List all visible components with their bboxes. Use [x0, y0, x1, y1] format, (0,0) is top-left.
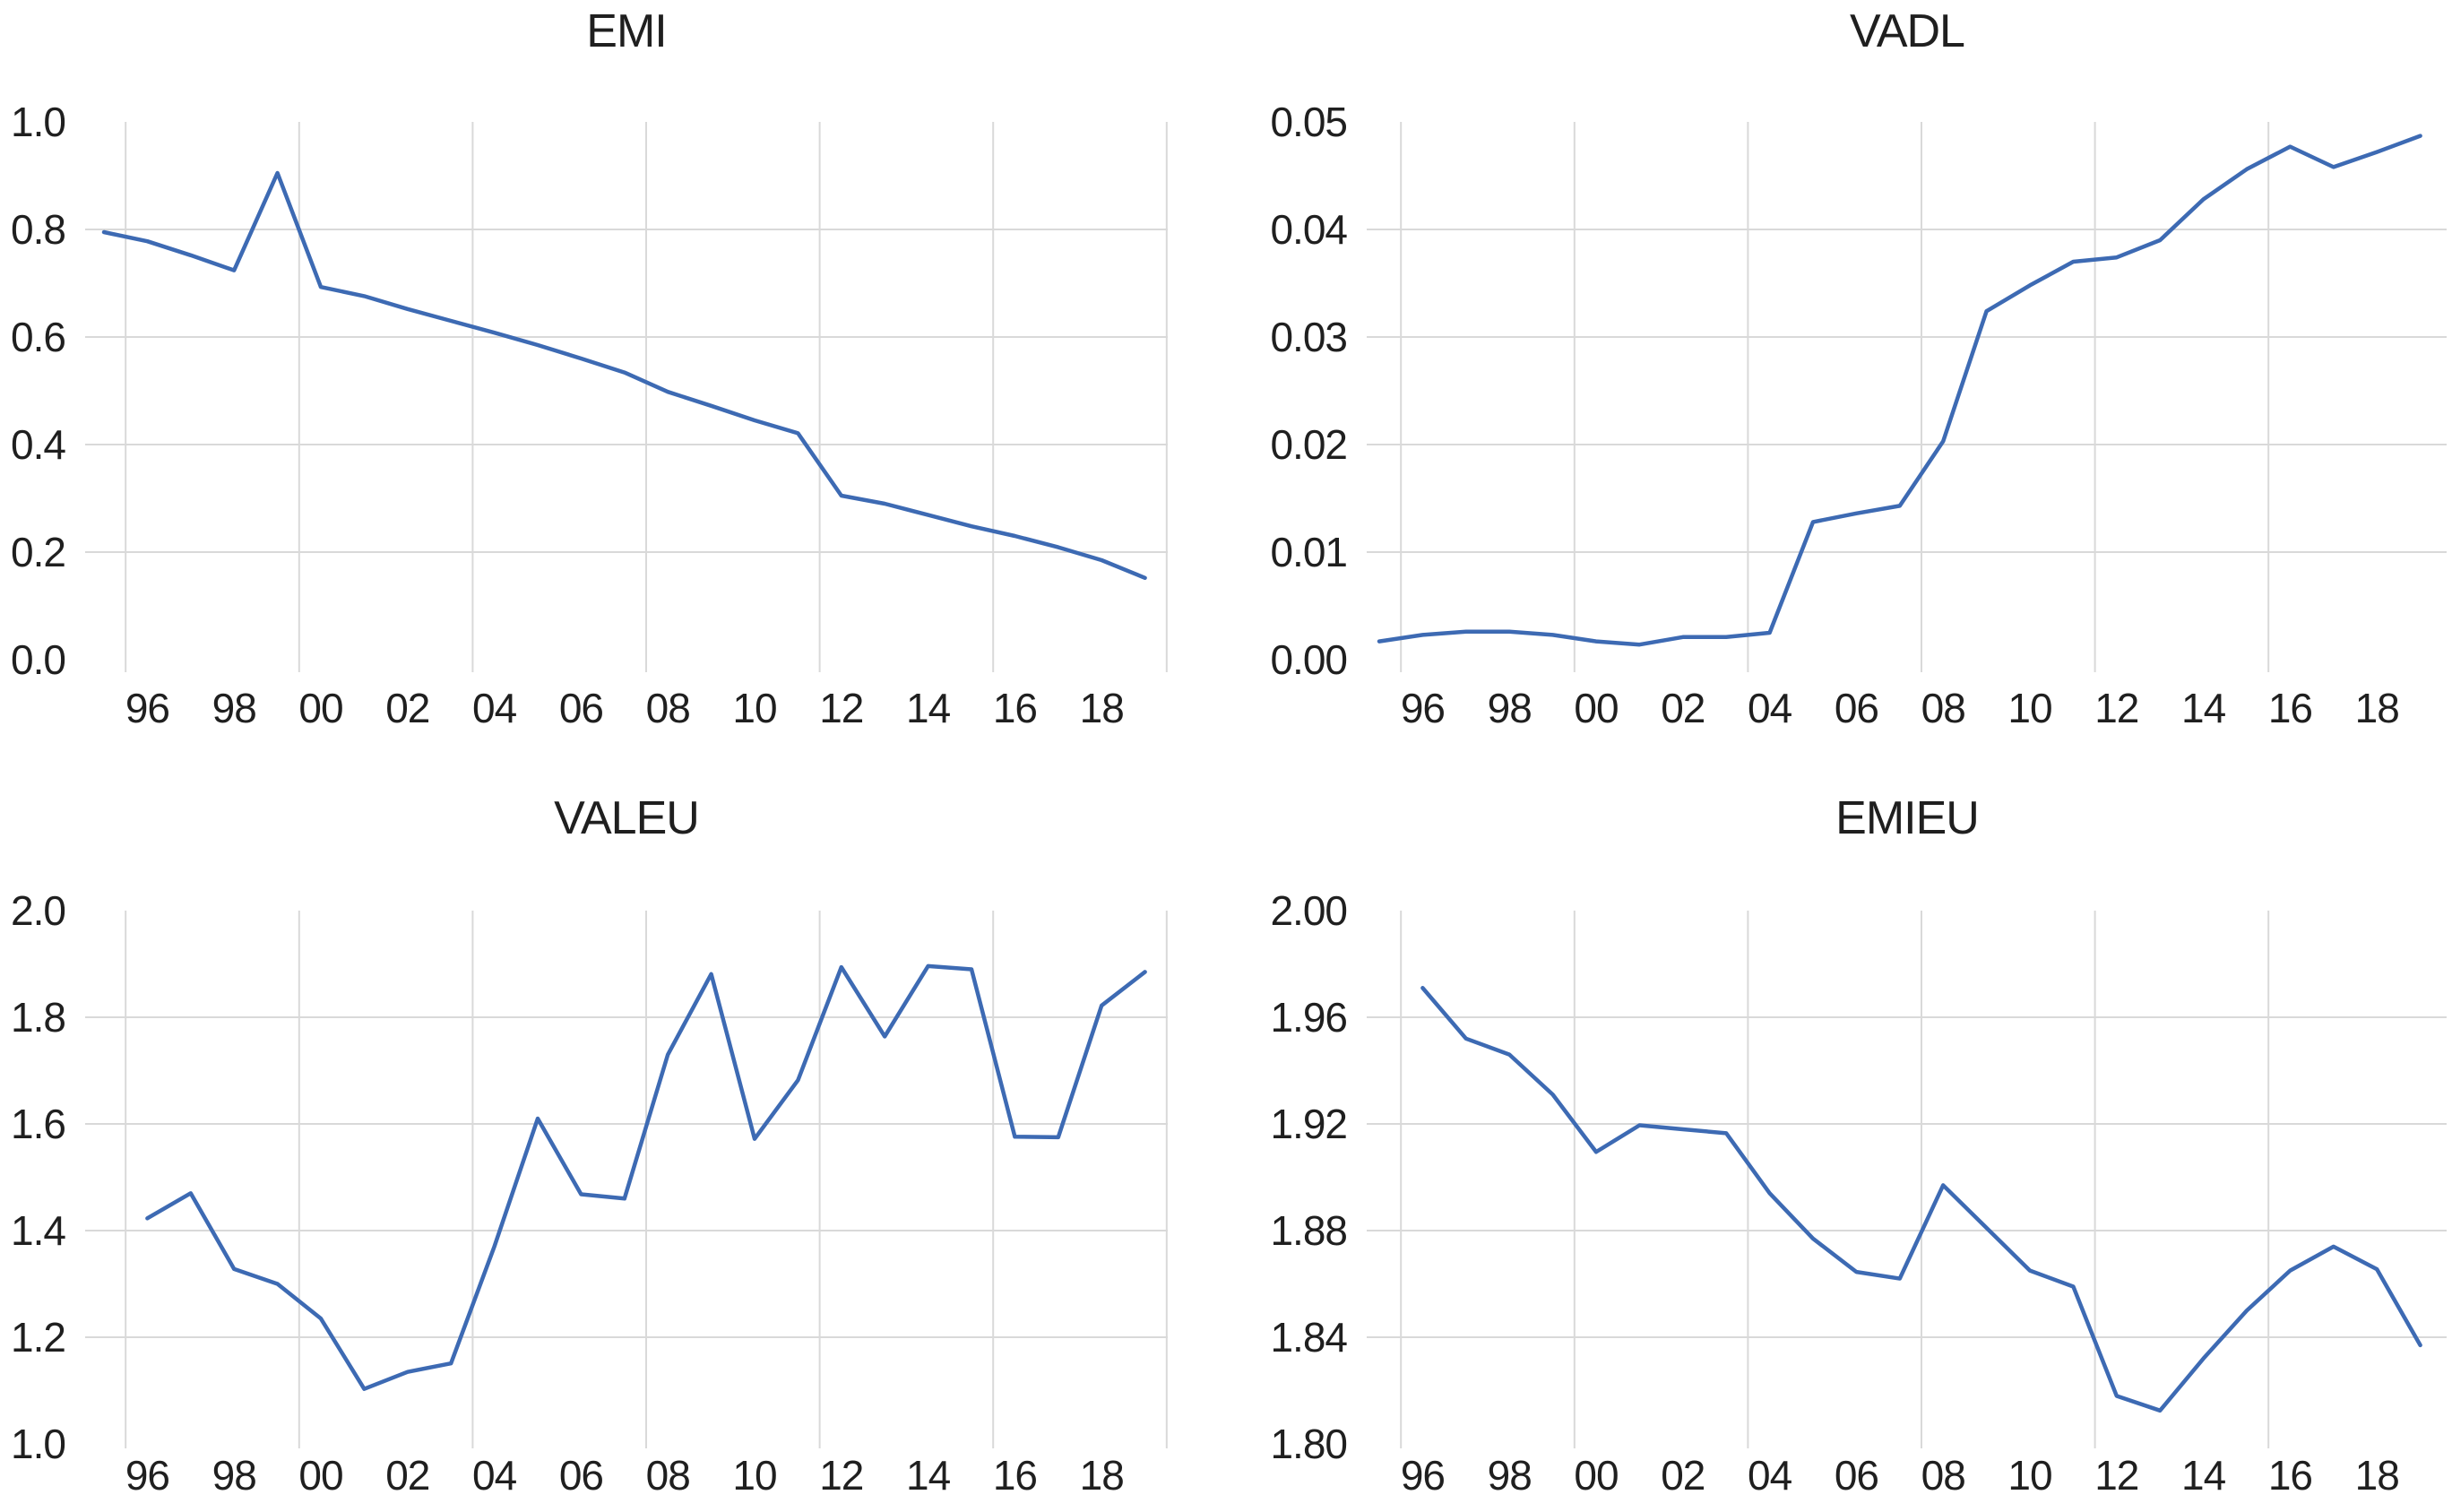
chart-panel-emieu: EMIEU 1.80 1.84 1.88 1.92 1.96 2.00 96 98 00 02 04…	[1226, 756, 2452, 1512]
chart-emi: EMI 0.0 0.2 0.4 0.6 0.8 1.0 96 98 00 02 04 06 08 10 12…	[11, 5, 1168, 731]
y-tick-label: 0.03	[1270, 314, 1347, 360]
y-tick-label: 1.0	[11, 99, 65, 145]
y-tick-label: 0.04	[1270, 206, 1347, 253]
y-tick-label: 1.8	[11, 994, 65, 1041]
x-tick-label: 08	[646, 1452, 690, 1499]
x-tick-label: 16	[2268, 685, 2312, 731]
x-tick-label: 06	[1835, 685, 1878, 731]
data-line-emi	[101, 170, 1147, 581]
x-tick-label: 08	[1921, 685, 1965, 731]
chart-emieu: EMIEU 1.80 1.84 1.88 1.92 1.96 2.00 96 98 00 02 04…	[1270, 792, 2447, 1499]
x-tick-label: 04	[472, 1452, 517, 1499]
x-tick-label: 10	[732, 685, 776, 731]
y-tick-label: 0.00	[1270, 636, 1347, 683]
data-line-emieu	[1420, 986, 2422, 1413]
x-tick-label: 14	[2181, 1452, 2226, 1499]
x-tick-label: 10	[2007, 1452, 2051, 1499]
y-tick-label: 2.00	[1270, 887, 1347, 934]
y-tick-label: 0.4	[11, 421, 65, 468]
y-tick-label: 0.6	[11, 314, 65, 360]
x-tick-label: 00	[1574, 685, 1618, 731]
x-tick-label: 18	[1080, 685, 1124, 731]
x-tick-label: 98	[1488, 685, 1532, 731]
x-tick-label: 08	[646, 685, 690, 731]
x-tick-label: 96	[1401, 1452, 1445, 1499]
y-tick-label: 1.92	[1270, 1101, 1347, 1147]
x-tick-label: 98	[212, 685, 256, 731]
x-tick-label: 18	[2355, 1452, 2399, 1499]
x-tick-label: 02	[1661, 685, 1705, 731]
chart-title-vadl: VADL	[1850, 5, 1964, 57]
x-tick-label: 98	[212, 1452, 256, 1499]
y-tick-label: 2.0	[11, 887, 65, 934]
x-tick-label: 08	[1921, 1452, 1965, 1499]
y-tick-label: 0.8	[11, 206, 65, 253]
y-tick-label: 1.0	[11, 1421, 65, 1467]
plot-area-emieu: 1.80 1.84 1.88 1.92 1.96 2.00 96 98 00 02 04 06 08 10…	[1270, 887, 2447, 1499]
x-tick-label: 04	[472, 685, 517, 731]
chart-title-emi: EMI	[586, 5, 666, 57]
x-tick-label: 14	[906, 685, 951, 731]
x-tick-label: 16	[993, 685, 1037, 731]
x-tick-label: 14	[906, 1452, 951, 1499]
y-tick-label: 1.4	[11, 1207, 65, 1254]
x-tick-label: 16	[993, 1452, 1037, 1499]
x-tick-label: 06	[559, 1452, 603, 1499]
x-tick-label: 04	[1748, 1452, 1792, 1499]
x-tick-label: 14	[2181, 685, 2226, 731]
y-tick-label: 0.2	[11, 529, 65, 575]
x-tick-label: 00	[298, 1452, 342, 1499]
chart-title-valeu: VALEU	[554, 792, 699, 844]
x-tick-label: 02	[385, 685, 429, 731]
x-tick-label: 98	[1488, 1452, 1532, 1499]
chart-valeu: VALEU 1.0 1.2 1.4 1.6 1.8 2.0 96 98 00 02 04 06 08 10…	[11, 792, 1168, 1499]
y-tick-label: 0.02	[1270, 421, 1347, 468]
plot-area-emi: 0.0 0.2 0.4 0.6 0.8 1.0 96 98 00 02 04 06 08 10 12 14 16…	[11, 99, 1168, 731]
y-tick-label: 0.05	[1270, 99, 1347, 145]
x-tick-label: 16	[2268, 1452, 2312, 1499]
y-tick-label: 1.96	[1270, 994, 1347, 1041]
x-tick-label: 18	[1080, 1452, 1124, 1499]
chart-title-emieu: EMIEU	[1835, 792, 1979, 844]
plot-area-vadl: 0.00 0.01 0.02 0.03 0.04 0.05 96 98 00 02 04 06 08 10…	[1270, 99, 2447, 731]
data-line-valeu	[145, 963, 1147, 1391]
x-tick-label: 18	[2355, 685, 2399, 731]
x-tick-label: 96	[125, 1452, 169, 1499]
x-tick-label: 10	[732, 1452, 776, 1499]
y-tick-label: 0.01	[1270, 529, 1347, 575]
y-tick-label: 1.84	[1270, 1314, 1347, 1361]
chart-panel-vadl: VADL 0.00 0.01 0.02 0.03 0.04 0.05 96 98 00 02 04 0…	[1226, 0, 2452, 756]
x-tick-label: 04	[1748, 685, 1792, 731]
y-tick-label: 1.88	[1270, 1207, 1347, 1254]
x-tick-label: 02	[385, 1452, 429, 1499]
y-tick-label: 1.2	[11, 1314, 65, 1361]
y-tick-label: 0.0	[11, 636, 65, 683]
data-line-vadl	[1377, 134, 2422, 647]
x-tick-label: 06	[559, 685, 603, 731]
chart-panel-valeu: VALEU 1.0 1.2 1.4 1.6 1.8 2.0 96 98 00 02 04 06 08 10…	[0, 756, 1226, 1512]
x-tick-label: 12	[819, 685, 863, 731]
x-tick-label: 06	[1835, 1452, 1878, 1499]
x-tick-label: 00	[1574, 1452, 1618, 1499]
x-tick-label: 12	[2094, 1452, 2138, 1499]
y-tick-label: 1.6	[11, 1101, 65, 1147]
plot-area-valeu: 1.0 1.2 1.4 1.6 1.8 2.0 96 98 00 02 04 06 08 10 12 14 16…	[11, 887, 1168, 1499]
y-tick-label: 1.80	[1270, 1421, 1347, 1467]
x-tick-label: 12	[2094, 685, 2138, 731]
chart-panel-emi: EMI 0.0 0.2 0.4 0.6 0.8 1.0 96 98 00 02 04 06 08 10 12…	[0, 0, 1226, 756]
x-tick-label: 96	[1401, 685, 1445, 731]
x-tick-label: 02	[1661, 1452, 1705, 1499]
x-tick-label: 12	[819, 1452, 863, 1499]
x-tick-label: 10	[2007, 685, 2051, 731]
x-tick-label: 00	[298, 685, 342, 731]
x-tick-label: 96	[125, 685, 169, 731]
